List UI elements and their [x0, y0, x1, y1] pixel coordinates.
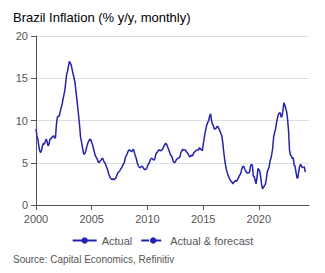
svg-text:2000: 2000 — [24, 213, 48, 225]
svg-text:2020: 2020 — [247, 213, 271, 225]
svg-text:Brazil Inflation (% y/y, month: Brazil Inflation (% y/y, monthly) — [13, 10, 190, 25]
svg-text:Actual & forecast: Actual & forecast — [170, 235, 253, 247]
svg-text:2005: 2005 — [79, 213, 103, 225]
svg-text:Actual: Actual — [102, 235, 133, 247]
svg-text:2015: 2015 — [191, 213, 215, 225]
svg-text:0: 0 — [22, 199, 28, 211]
svg-text:15: 15 — [16, 72, 28, 84]
svg-text:2010: 2010 — [135, 213, 159, 225]
svg-text:20: 20 — [16, 30, 28, 42]
svg-text:Source: Capital Economics, Ref: Source: Capital Economics, Refinitiv — [13, 254, 174, 265]
svg-text:10: 10 — [16, 115, 28, 127]
svg-text:5: 5 — [22, 157, 28, 169]
